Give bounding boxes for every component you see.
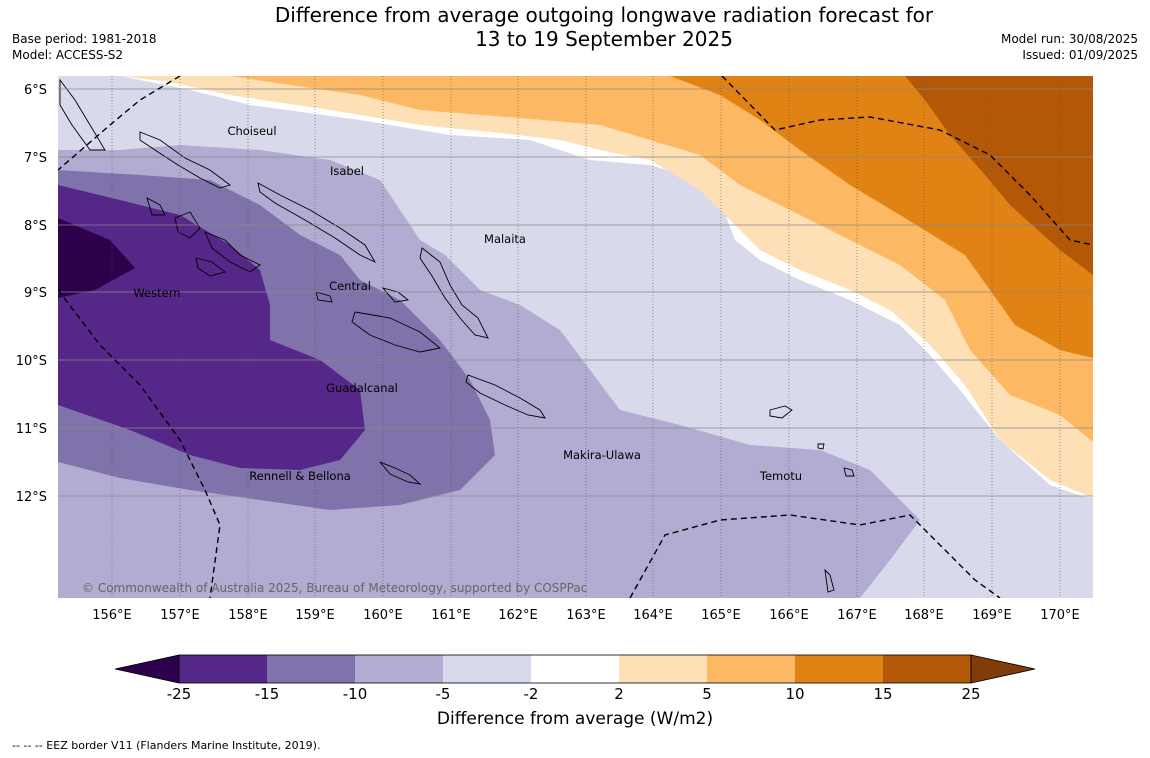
- copyright-notice: © Commonwealth of Australia 2025, Bureau…: [82, 581, 587, 595]
- lon-label: 163°E: [566, 608, 606, 623]
- lon-label: 166°E: [769, 608, 809, 623]
- lon-label: 162°E: [498, 608, 538, 623]
- colorbar: -25 -15 -10 -5 -2 2 5 10 15 25: [114, 654, 1036, 703]
- band-below-neg25: [58, 218, 135, 298]
- coastlines: [59, 78, 855, 593]
- place-label-makira-ulawa: Makira-Ulawa: [563, 448, 641, 462]
- lat-label: 7°S: [24, 151, 47, 166]
- place-label-western: Western: [133, 286, 180, 300]
- place-label-isabel: Isabel: [330, 164, 364, 178]
- colorbar-extend-high: [970, 654, 1036, 684]
- lon-label: 168°E: [904, 608, 944, 623]
- colorbar-tick: -15: [255, 685, 280, 703]
- title-line-2: 13 to 19 September 2025: [475, 27, 733, 51]
- lat-label: 10°S: [16, 354, 47, 369]
- lon-label: 170°E: [1040, 608, 1080, 623]
- lon-label: 164°E: [633, 608, 673, 623]
- lat-label: 11°S: [16, 422, 47, 437]
- lat-label: 12°S: [16, 490, 47, 505]
- lon-label: 157°E: [160, 608, 200, 623]
- lon-label: 161°E: [431, 608, 471, 623]
- place-label-malaita: Malaita: [484, 232, 526, 246]
- colorbar-tick: 5: [702, 685, 712, 703]
- model-info: Base period: 1981-2018 Model: ACCESS-S2: [12, 31, 157, 63]
- run-info: Model run: 30/08/2025 Issued: 01/09/2025: [1001, 31, 1138, 63]
- lat-label: 9°S: [24, 286, 47, 301]
- lat-label: 8°S: [24, 219, 47, 234]
- lat-labels: 6°S 7°S 8°S 9°S 10°S 11°S 12°S: [16, 83, 47, 505]
- title-line-1: Difference from average outgoing longwav…: [274, 3, 934, 27]
- colorbar-tick: -5: [436, 685, 451, 703]
- lon-label: 165°E: [701, 608, 741, 623]
- colorbar-ticks: -25 -15 -10 -5 -2 2 5 10 15 25: [167, 685, 981, 703]
- colorbar-title: Difference from average (W/m2): [436, 709, 714, 729]
- colorbar-tick: 25: [961, 685, 980, 703]
- chart-title: Difference from average outgoing longwav…: [200, 3, 1008, 51]
- colorbar-swatch: [619, 655, 707, 683]
- colorbar-swatch: [707, 655, 795, 683]
- model-name: Model: ACCESS-S2: [12, 48, 124, 62]
- place-label-central: Central: [329, 279, 371, 293]
- issued-date: Issued: 01/09/2025: [1022, 48, 1138, 62]
- colorbar-swatch: [443, 655, 531, 683]
- place-label-guadalcanal: Guadalcanal: [326, 381, 398, 395]
- anomaly-field: [58, 76, 1093, 598]
- lon-label: 156°E: [92, 608, 132, 623]
- colorbar-tick: 10: [785, 685, 804, 703]
- lat-label: 6°S: [24, 83, 47, 98]
- lon-label: 167°E: [837, 608, 877, 623]
- colorbar-extend-low: [114, 654, 180, 684]
- colorbar-tick: -2: [524, 685, 539, 703]
- place-labels: Choiseul Isabel Malaita Western Central …: [133, 124, 802, 483]
- base-period: Base period: 1981-2018: [12, 32, 157, 46]
- colorbar-swatch: [795, 655, 883, 683]
- colorbar-swatch: [355, 655, 443, 683]
- eez-border: [58, 76, 1093, 598]
- colorbar-swatch: [267, 655, 355, 683]
- model-run: Model run: 30/08/2025: [1000, 32, 1138, 46]
- place-label-rennell-bellona: Rennell & Bellona: [249, 469, 351, 483]
- lon-label: 159°E: [295, 608, 335, 623]
- colorbar-swatch: [883, 655, 971, 683]
- colorbar-tick: 15: [873, 685, 892, 703]
- lon-labels: 156°E 157°E 158°E 159°E 160°E 161°E 162°…: [92, 608, 1080, 623]
- colorbar-outline: [178, 654, 972, 684]
- colorbar-tick: 2: [614, 685, 624, 703]
- band-neg25-neg15: [58, 185, 365, 470]
- colorbar-tick: -25: [167, 685, 192, 703]
- place-label-choiseul: Choiseul: [227, 124, 276, 138]
- colorbar-swatch: [531, 655, 619, 683]
- gridlines: [111, 76, 1061, 598]
- eez-legend: -- -- -- EEZ border V11 (Flanders Marine…: [12, 739, 321, 752]
- latitude-lines: [58, 88, 1093, 497]
- colorbar-swatch: [179, 655, 267, 683]
- place-label-temotu: Temotu: [759, 469, 802, 483]
- colorbar-tick: -10: [343, 685, 368, 703]
- lon-label: 158°E: [228, 608, 268, 623]
- lon-label: 169°E: [972, 608, 1012, 623]
- lon-label: 160°E: [363, 608, 403, 623]
